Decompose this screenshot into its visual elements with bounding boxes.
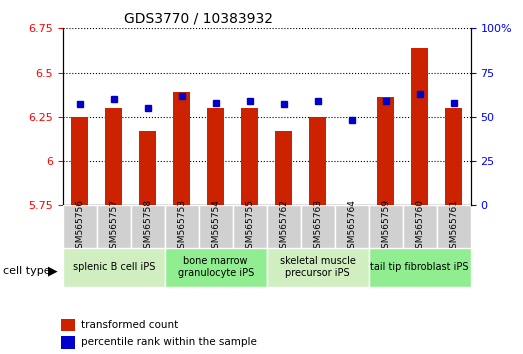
FancyBboxPatch shape xyxy=(267,205,301,248)
Bar xyxy=(207,108,224,205)
FancyBboxPatch shape xyxy=(63,205,97,248)
Text: GSM565756: GSM565756 xyxy=(75,199,84,254)
Text: GSM565759: GSM565759 xyxy=(381,199,390,254)
Bar xyxy=(445,108,462,205)
Text: ▶: ▶ xyxy=(48,264,58,277)
FancyBboxPatch shape xyxy=(131,205,165,248)
Text: splenic B cell iPS: splenic B cell iPS xyxy=(73,262,155,272)
Text: GSM565755: GSM565755 xyxy=(245,199,254,254)
Text: skeletal muscle
precursor iPS: skeletal muscle precursor iPS xyxy=(280,256,356,278)
Text: tail tip fibroblast iPS: tail tip fibroblast iPS xyxy=(370,262,469,272)
Bar xyxy=(411,48,428,205)
Text: bone marrow
granulocyte iPS: bone marrow granulocyte iPS xyxy=(178,256,254,278)
FancyBboxPatch shape xyxy=(369,205,403,248)
FancyBboxPatch shape xyxy=(369,248,471,287)
Text: GSM565762: GSM565762 xyxy=(279,199,288,254)
Text: GDS3770 / 10383932: GDS3770 / 10383932 xyxy=(124,12,273,26)
FancyBboxPatch shape xyxy=(233,205,267,248)
FancyBboxPatch shape xyxy=(403,205,437,248)
Bar xyxy=(61,319,74,331)
Bar xyxy=(241,108,258,205)
Text: transformed count: transformed count xyxy=(81,320,178,330)
Bar xyxy=(275,131,292,205)
FancyBboxPatch shape xyxy=(335,205,369,248)
Bar xyxy=(71,117,88,205)
Text: GSM565757: GSM565757 xyxy=(109,199,118,254)
Bar xyxy=(139,131,156,205)
Text: GSM565753: GSM565753 xyxy=(177,199,186,254)
Text: GSM565764: GSM565764 xyxy=(347,199,356,254)
FancyBboxPatch shape xyxy=(165,205,199,248)
Text: GSM565760: GSM565760 xyxy=(415,199,424,254)
Text: cell type: cell type xyxy=(3,266,50,276)
FancyBboxPatch shape xyxy=(165,248,267,287)
Text: GSM565758: GSM565758 xyxy=(143,199,152,254)
Text: percentile rank within the sample: percentile rank within the sample xyxy=(81,337,257,347)
FancyBboxPatch shape xyxy=(267,248,369,287)
FancyBboxPatch shape xyxy=(301,205,335,248)
Text: GSM565761: GSM565761 xyxy=(449,199,458,254)
Bar xyxy=(61,336,74,349)
FancyBboxPatch shape xyxy=(437,205,471,248)
Bar xyxy=(377,97,394,205)
Bar xyxy=(309,117,326,205)
Text: GSM565754: GSM565754 xyxy=(211,199,220,254)
FancyBboxPatch shape xyxy=(63,248,165,287)
FancyBboxPatch shape xyxy=(199,205,233,248)
Text: GSM565763: GSM565763 xyxy=(313,199,322,254)
Bar xyxy=(173,92,190,205)
FancyBboxPatch shape xyxy=(97,205,131,248)
Bar xyxy=(105,108,122,205)
